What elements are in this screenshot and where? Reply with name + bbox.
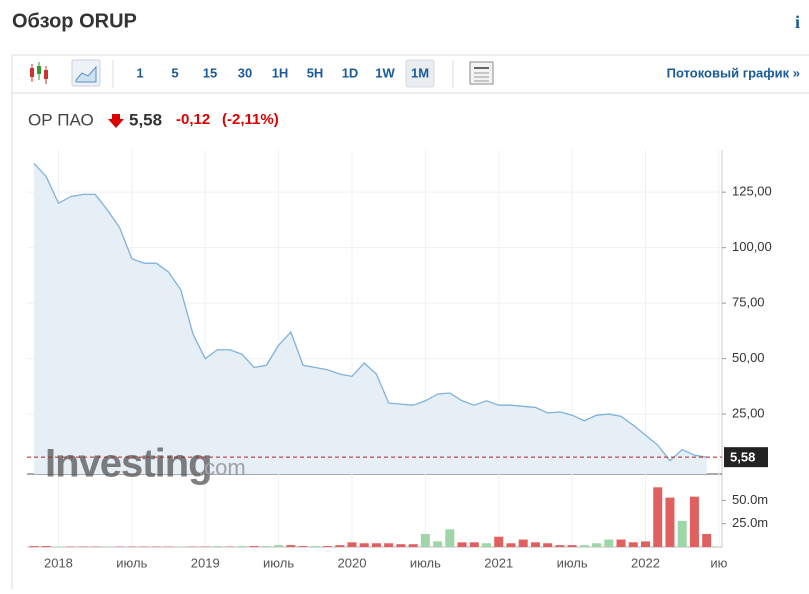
x-tick-label: 2022 [631,555,660,570]
y-tick-label: 125,00 [732,184,772,199]
volume-bar [604,540,613,547]
y-tick-label: 75,00 [732,295,765,310]
page-title: Обзор ORUP [12,10,137,32]
last-price-label: 5,58 [730,450,755,465]
volume-bar [458,542,467,547]
volume-bar [702,534,711,547]
watermark-suffix: .com [198,455,246,480]
volume-bar [250,546,259,547]
volume-bar [274,545,283,547]
interval-button[interactable]: 1M [411,65,429,80]
volume-bar [665,498,674,547]
volume-tick-label: 25.0m [732,515,768,530]
volume-bar [323,546,332,547]
volume-bar [262,546,271,547]
interval-button[interactable]: 15 [203,65,217,80]
volume-bar [494,537,503,547]
volume-bar [519,540,528,547]
volume-bar [678,521,687,547]
volume-bar [629,542,638,547]
x-tick-label: июль [116,555,147,570]
price-change-pct: (-2,11%) [222,111,279,128]
x-tick-label: 2020 [338,555,367,570]
interval-button[interactable]: 1H [272,65,289,80]
volume-bar [445,529,454,547]
volume-bar [470,542,479,547]
volume-bar [592,543,601,547]
volume-bar [42,546,51,547]
volume-tick-label: 50.0m [732,492,768,507]
x-tick-label: 2019 [191,555,220,570]
last-price: 5,58 [129,110,162,129]
interval-button[interactable]: 5H [307,65,324,80]
volume-bar [482,543,491,547]
down-arrow [108,114,124,128]
volume-bar [641,541,650,547]
stream-link[interactable]: Потоковый график » [667,65,800,80]
volume-bar [396,544,405,547]
table-icon[interactable] [470,62,493,84]
x-tick-label: 2018 [44,555,73,570]
volume-bar [360,543,369,547]
y-tick-label: 25,00 [732,406,765,421]
volume-bar [543,543,552,547]
x-tick-label: июль [557,555,588,570]
volume-bar [30,546,39,547]
volume-bar [421,534,430,547]
volume-bar [433,541,442,547]
interval-button[interactable]: 1 [136,65,143,80]
x-tick-label: июль [410,555,441,570]
volume-bar [531,542,540,547]
volume-bar [347,542,356,547]
x-tick-label: июль [263,555,294,570]
volume-bar [580,545,589,547]
volume-bar [237,546,246,547]
area-icon[interactable] [72,60,100,86]
interval-button[interactable]: 30 [238,65,252,80]
volume-bar [506,543,515,547]
x-tick-label: ию [710,555,727,570]
volume-bar [568,545,577,547]
volume-bar [335,545,344,547]
volume-bar [653,487,662,547]
volume-bar [384,543,393,547]
interval-button[interactable]: 5 [171,65,178,80]
y-tick-label: 50,00 [732,350,765,365]
interval-button[interactable]: 1W [375,65,395,80]
volume-bar [372,543,381,547]
volume-bar [213,546,222,547]
price-change: -0,12 [176,111,210,128]
info-button[interactable]: i [795,12,800,32]
volume-bar [286,545,295,547]
candle-icon[interactable] [30,62,48,84]
area-fill [34,163,707,474]
plot [27,150,722,547]
volume-bar [409,544,418,547]
instrument-name: ОР ПАО [28,110,94,129]
interval-button[interactable]: 1D [342,65,359,80]
volume-bar [299,546,308,547]
y-tick-label: 100,00 [732,239,772,254]
x-tick-label: 2021 [484,555,513,570]
volume-bar [690,497,699,547]
volume-bar [555,545,564,547]
volume-bar [617,540,626,547]
volume-bar [311,546,320,547]
watermark-brand: Investing [45,442,212,486]
